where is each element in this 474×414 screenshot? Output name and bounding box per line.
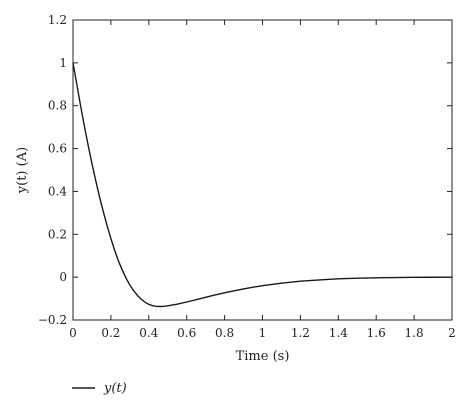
y-tick-label: 0.8 bbox=[48, 99, 67, 113]
y-axis-ticks: −0.2 0 0.2 0.4 0.6 0.8 1 1.2 bbox=[38, 13, 452, 327]
y-tick-label: 1 bbox=[59, 56, 67, 70]
x-tick-label: 0.8 bbox=[215, 326, 234, 340]
x-tick-label: 0 bbox=[69, 326, 77, 340]
y-tick-label: 0 bbox=[59, 270, 67, 284]
x-axis-title: Time (s) bbox=[236, 349, 290, 364]
legend: y(t) bbox=[72, 381, 127, 396]
y-tick-label: 1.2 bbox=[48, 13, 67, 27]
y-tick-label: 0.6 bbox=[48, 142, 67, 156]
x-tick-label: 0.6 bbox=[177, 326, 196, 340]
plot-frame bbox=[72, 19, 453, 321]
y-axis-title: y(t) (A) bbox=[15, 147, 30, 194]
y-tick-label: −0.2 bbox=[38, 313, 67, 327]
x-tick-label: 1.8 bbox=[405, 326, 424, 340]
x-tick-label: 1.2 bbox=[291, 326, 310, 340]
x-tick-label: 0.4 bbox=[139, 326, 158, 340]
x-axis-ticks: 0 0.2 0.4 0.6 0.8 1 1.2 1.4 1.6 1.8 2 bbox=[69, 20, 456, 340]
y-tick-label: 0.2 bbox=[48, 227, 67, 241]
x-tick-label: 2 bbox=[448, 326, 456, 340]
y-tick-label: 0.4 bbox=[48, 184, 67, 198]
x-tick-label: 1 bbox=[259, 326, 267, 340]
x-tick-label: 1.4 bbox=[329, 326, 348, 340]
legend-label-y-t: y(t) bbox=[103, 381, 127, 396]
x-tick-label: 1.6 bbox=[367, 326, 386, 340]
x-tick-label: 0.2 bbox=[101, 326, 120, 340]
series-line-y-t bbox=[72, 62, 453, 308]
